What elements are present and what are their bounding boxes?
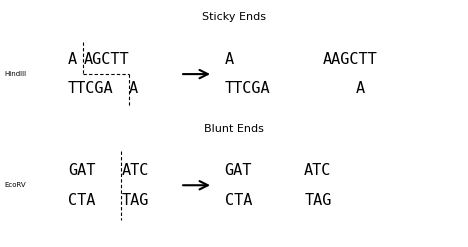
Text: TTCGA: TTCGA (225, 82, 270, 96)
Text: TAG: TAG (122, 193, 149, 207)
Text: A: A (129, 82, 138, 96)
Text: Sticky Ends: Sticky Ends (202, 12, 266, 22)
Text: Blunt Ends: Blunt Ends (204, 124, 264, 133)
Text: ATC: ATC (304, 163, 331, 178)
Text: CTA: CTA (68, 193, 95, 207)
Text: CTA: CTA (225, 193, 252, 207)
Text: AAGCTT: AAGCTT (323, 52, 378, 67)
Text: A: A (225, 52, 234, 67)
Text: EcoRV: EcoRV (5, 182, 26, 188)
Text: HindIII: HindIII (5, 71, 27, 77)
Text: TAG: TAG (304, 193, 331, 207)
Text: TTCGA: TTCGA (68, 82, 113, 96)
Text: AGCTT: AGCTT (83, 52, 129, 67)
Text: ATC: ATC (122, 163, 149, 178)
Text: A: A (68, 52, 77, 67)
Text: GAT: GAT (68, 163, 95, 178)
Text: A: A (356, 82, 365, 96)
Text: GAT: GAT (225, 163, 252, 178)
